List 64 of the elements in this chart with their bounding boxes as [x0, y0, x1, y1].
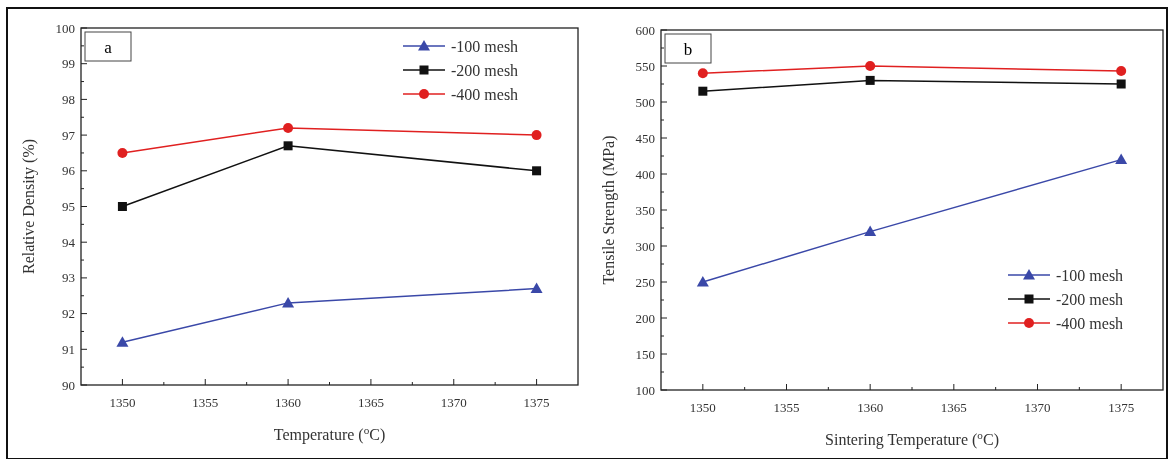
- point: [532, 166, 542, 176]
- point: [1116, 79, 1126, 89]
- point: [531, 130, 542, 141]
- legend-label: -400 mesh: [451, 86, 519, 103]
- y-tick-label: 90: [62, 377, 75, 393]
- point: [282, 296, 295, 308]
- legend-label: -400 mesh: [1056, 315, 1124, 332]
- y-tick-label: 550: [635, 58, 655, 74]
- point: [283, 141, 293, 151]
- point: [865, 75, 875, 85]
- y-tick-label: 99: [62, 56, 75, 72]
- legend-label: -100 mesh: [451, 38, 519, 55]
- point: [283, 122, 294, 133]
- legend-label: -200 mesh: [1056, 291, 1124, 308]
- point: [865, 61, 876, 71]
- x-tick-label: 1365: [357, 395, 384, 410]
- point: [117, 202, 127, 211]
- legend-label: -100 mesh: [1056, 267, 1124, 284]
- y-tick-label: 96: [62, 163, 76, 179]
- x-tick-label: 1370: [1024, 400, 1051, 415]
- point: [864, 225, 877, 237]
- y-tick-label: 600: [635, 22, 655, 38]
- y-tick-label: 400: [635, 166, 655, 182]
- y-tick-label: 200: [635, 310, 655, 326]
- x-tick-label: 1360: [857, 400, 884, 415]
- x-axis-title: Sintering Temperature ($^{o}$C): [825, 429, 999, 449]
- y-tick-label: 91: [62, 341, 75, 357]
- point: [698, 86, 708, 96]
- point: [1115, 153, 1128, 165]
- y-tick-label: 94: [62, 234, 76, 250]
- x-tick-label: 1370: [440, 395, 467, 410]
- point: [1116, 66, 1127, 77]
- point: [530, 282, 543, 294]
- point: [117, 147, 128, 158]
- x-tick-label: 1375: [523, 395, 550, 410]
- y-tick-label: 93: [62, 270, 75, 286]
- x-tick-label: 1375: [1108, 400, 1135, 415]
- point: [696, 276, 709, 287]
- y-tick-label: 150: [635, 346, 655, 362]
- y-tick-label: 95: [62, 199, 75, 214]
- x-tick-label: 1350: [109, 395, 136, 410]
- y-tick-label: 97: [62, 127, 76, 143]
- y-tick-label: 250: [635, 274, 655, 290]
- y-tick-label: 100: [55, 20, 75, 36]
- y-tick-label: 300: [635, 238, 655, 254]
- legend-label: -200 mesh: [451, 62, 519, 79]
- annotation: b: [683, 40, 693, 59]
- y-tick-label: 500: [635, 94, 655, 110]
- y-axis-title: Relative Density (%): [20, 138, 38, 275]
- y-tick-label: 98: [62, 91, 75, 107]
- x-tick-label: 1355: [192, 395, 219, 410]
- point: [116, 336, 129, 347]
- x-tick-label: 1355: [773, 400, 800, 415]
- y-tick-label: 92: [62, 306, 75, 322]
- y-tick-label: 350: [635, 202, 655, 218]
- x-axis-title: Temperature ($^{o}$C): [273, 424, 386, 444]
- point: [697, 68, 708, 79]
- x-tick-label: 1365: [940, 400, 967, 415]
- x-tick-label: 1360: [275, 395, 302, 410]
- y-axis-title: Tensile Strength (MPa): [600, 135, 618, 285]
- x-tick-label: 1350: [689, 400, 716, 415]
- annotation: a: [104, 38, 113, 57]
- y-tick-label: 100: [635, 382, 655, 398]
- y-tick-label: 450: [635, 130, 655, 146]
